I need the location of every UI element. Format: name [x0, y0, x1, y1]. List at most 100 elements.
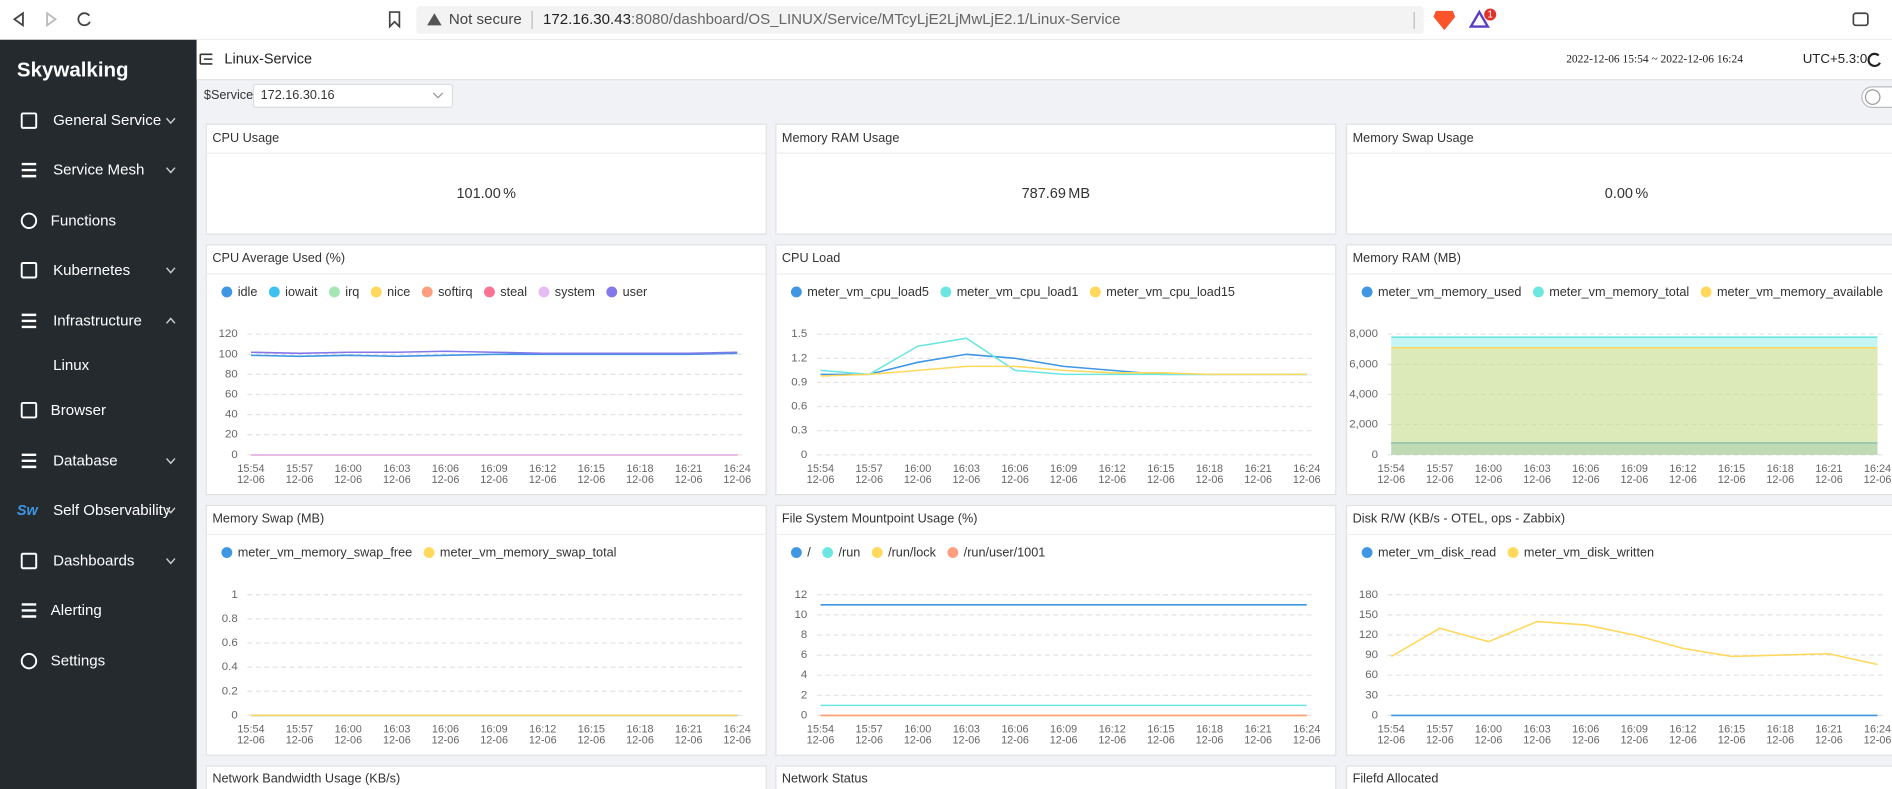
back-button[interactable]	[12, 11, 24, 28]
x-tick-date: 12-06	[1098, 474, 1126, 486]
brave-shield[interactable]	[1433, 10, 1456, 31]
legend-label[interactable]: /run/lock	[888, 545, 937, 559]
nav-item[interactable]: Service Mesh	[21, 162, 176, 179]
chart-panel: Disk R/W (KB/s - OTEL, ops - Zabbix) mete…	[1345, 504, 1892, 756]
y-tick-label: 120	[219, 328, 238, 340]
x-tick-date: 12-06	[480, 735, 508, 747]
panel	[775, 504, 1337, 756]
legend-label[interactable]: meter_vm_cpu_load15	[1106, 285, 1235, 299]
card-unit: %	[503, 186, 516, 202]
y-tick-label: 20	[225, 429, 238, 441]
panel	[1345, 244, 1892, 496]
nav-item[interactable]: Sw Self Observability	[17, 502, 176, 519]
y-tick-label: 0	[1372, 709, 1378, 721]
nav-item[interactable]: Settings	[20, 652, 105, 670]
chart-panel: Memory RAM (MB) meter_vm_memory_used meter…	[1345, 244, 1892, 496]
legend-label[interactable]: meter_vm_memory_swap_free	[238, 545, 412, 559]
legend-label[interactable]: steal	[500, 285, 527, 299]
nav-chevron	[165, 267, 176, 274]
y-tick-label: 0.4	[222, 661, 239, 673]
nav-item[interactable]: General Service	[20, 112, 176, 129]
legend-marker	[790, 547, 802, 558]
x-tick-label: 16:21	[1245, 463, 1272, 475]
legend-label[interactable]: meter_vm_disk_read	[1378, 545, 1496, 559]
x-tick-label: 16:12	[1669, 724, 1696, 736]
x-tick-label: 16:06	[1001, 463, 1028, 475]
legend-marker	[1507, 547, 1519, 558]
x-tick-date: 12-06	[1718, 474, 1746, 486]
legend-label[interactable]: system	[555, 285, 595, 299]
service-select[interactable]	[252, 83, 454, 108]
x-tick-label: 16:15	[1718, 724, 1745, 736]
nav-item[interactable]: Kubernetes	[20, 262, 176, 279]
legend-label[interactable]: nice	[387, 285, 410, 299]
nav-label: Functions	[51, 212, 116, 229]
y-tick-label: 12	[794, 589, 807, 601]
nav-icon	[21, 313, 37, 329]
y-tick-label: 30	[1365, 689, 1378, 701]
legend-label[interactable]: /run/user/1001	[964, 545, 1046, 559]
legend-label[interactable]: meter_vm_cpu_load5	[807, 285, 929, 299]
nav-item[interactable]: Functions	[20, 212, 116, 229]
card-panel	[1345, 123, 1892, 235]
legend-label[interactable]: idle	[238, 285, 258, 299]
legend-label[interactable]: /run	[839, 545, 861, 559]
y-tick-label: 0.6	[791, 401, 807, 413]
legend-label[interactable]: /	[807, 545, 811, 559]
y-tick-label: 8,000	[1349, 328, 1378, 340]
x-tick-date: 12-06	[626, 735, 654, 747]
refresh-icon[interactable]	[1867, 52, 1881, 67]
legend-marker	[221, 286, 233, 298]
x-tick-date: 12-06	[1050, 735, 1078, 747]
x-tick-date: 12-06	[1475, 474, 1503, 486]
page-title: Linux-Service	[224, 52, 312, 68]
nav-item[interactable]: Linux	[53, 357, 90, 374]
nav-item[interactable]: Database	[21, 452, 176, 469]
legend-marker	[1361, 286, 1373, 298]
legend-label[interactable]: meter_vm_memory_swap_total	[440, 545, 617, 559]
legend-label[interactable]: meter_vm_memory_total	[1549, 285, 1689, 299]
card-unit: %	[1635, 186, 1648, 202]
x-tick-label: 16:09	[481, 724, 508, 736]
x-tick-date: 12-06	[529, 474, 557, 486]
nav-item[interactable]: Alerting	[21, 602, 102, 619]
wallet-icon[interactable]	[1852, 12, 1869, 27]
legend-label[interactable]: meter_vm_disk_written	[1524, 545, 1654, 559]
nav-item[interactable]: Browser	[20, 402, 106, 419]
x-tick-date: 12-06	[383, 735, 411, 747]
x-tick-label: 15:54	[807, 724, 834, 736]
rewards-icon[interactable]	[1468, 9, 1490, 28]
legend-label[interactable]: iowait	[285, 285, 318, 299]
reload-button[interactable]	[77, 12, 91, 27]
bookmark-button[interactable]	[388, 11, 401, 29]
time-range[interactable]: 2022-12-06 15:54 ~ 2022-12-06 16:24	[1566, 53, 1743, 65]
x-tick-label: 16:03	[1524, 463, 1551, 475]
x-tick-date: 12-06	[904, 735, 932, 747]
x-tick-label: 16:00	[335, 724, 362, 736]
legend-label[interactable]: irq	[345, 285, 359, 299]
x-tick-label: 16:24	[1864, 724, 1891, 736]
nav-item[interactable]: Dashboards	[20, 553, 176, 570]
legend-label[interactable]: meter_vm_memory_used	[1378, 285, 1522, 299]
series-area	[1391, 337, 1878, 455]
x-tick-date: 12-06	[1196, 735, 1224, 747]
legend-label[interactable]: softirq	[438, 285, 472, 299]
legend-label[interactable]: meter_vm_cpu_load1	[957, 285, 1079, 299]
x-tick-label: 16:06	[1572, 724, 1599, 736]
nav-icon	[20, 652, 38, 670]
warning-icon	[427, 13, 442, 26]
chart-panel: CPU Load meter_vm_cpu_load5 meter_vm_cpu_l…	[775, 244, 1337, 496]
legend-label[interactable]: user	[623, 285, 648, 299]
legend-marker	[947, 547, 959, 558]
x-tick-date: 12-06	[1621, 735, 1649, 747]
x-tick-date: 12-06	[529, 735, 557, 747]
x-tick-date: 12-06	[1669, 474, 1697, 486]
forward-button[interactable]	[46, 11, 58, 28]
collapse-icon[interactable]	[199, 53, 213, 65]
y-tick-label: 0	[801, 449, 807, 461]
url-bar[interactable]	[416, 6, 1424, 34]
y-tick-label: 6	[801, 649, 807, 661]
legend-label[interactable]: meter_vm_memory_available	[1717, 285, 1883, 299]
x-tick-date: 12-06	[1147, 474, 1175, 486]
nav-item[interactable]: Infrastructure	[21, 312, 176, 329]
